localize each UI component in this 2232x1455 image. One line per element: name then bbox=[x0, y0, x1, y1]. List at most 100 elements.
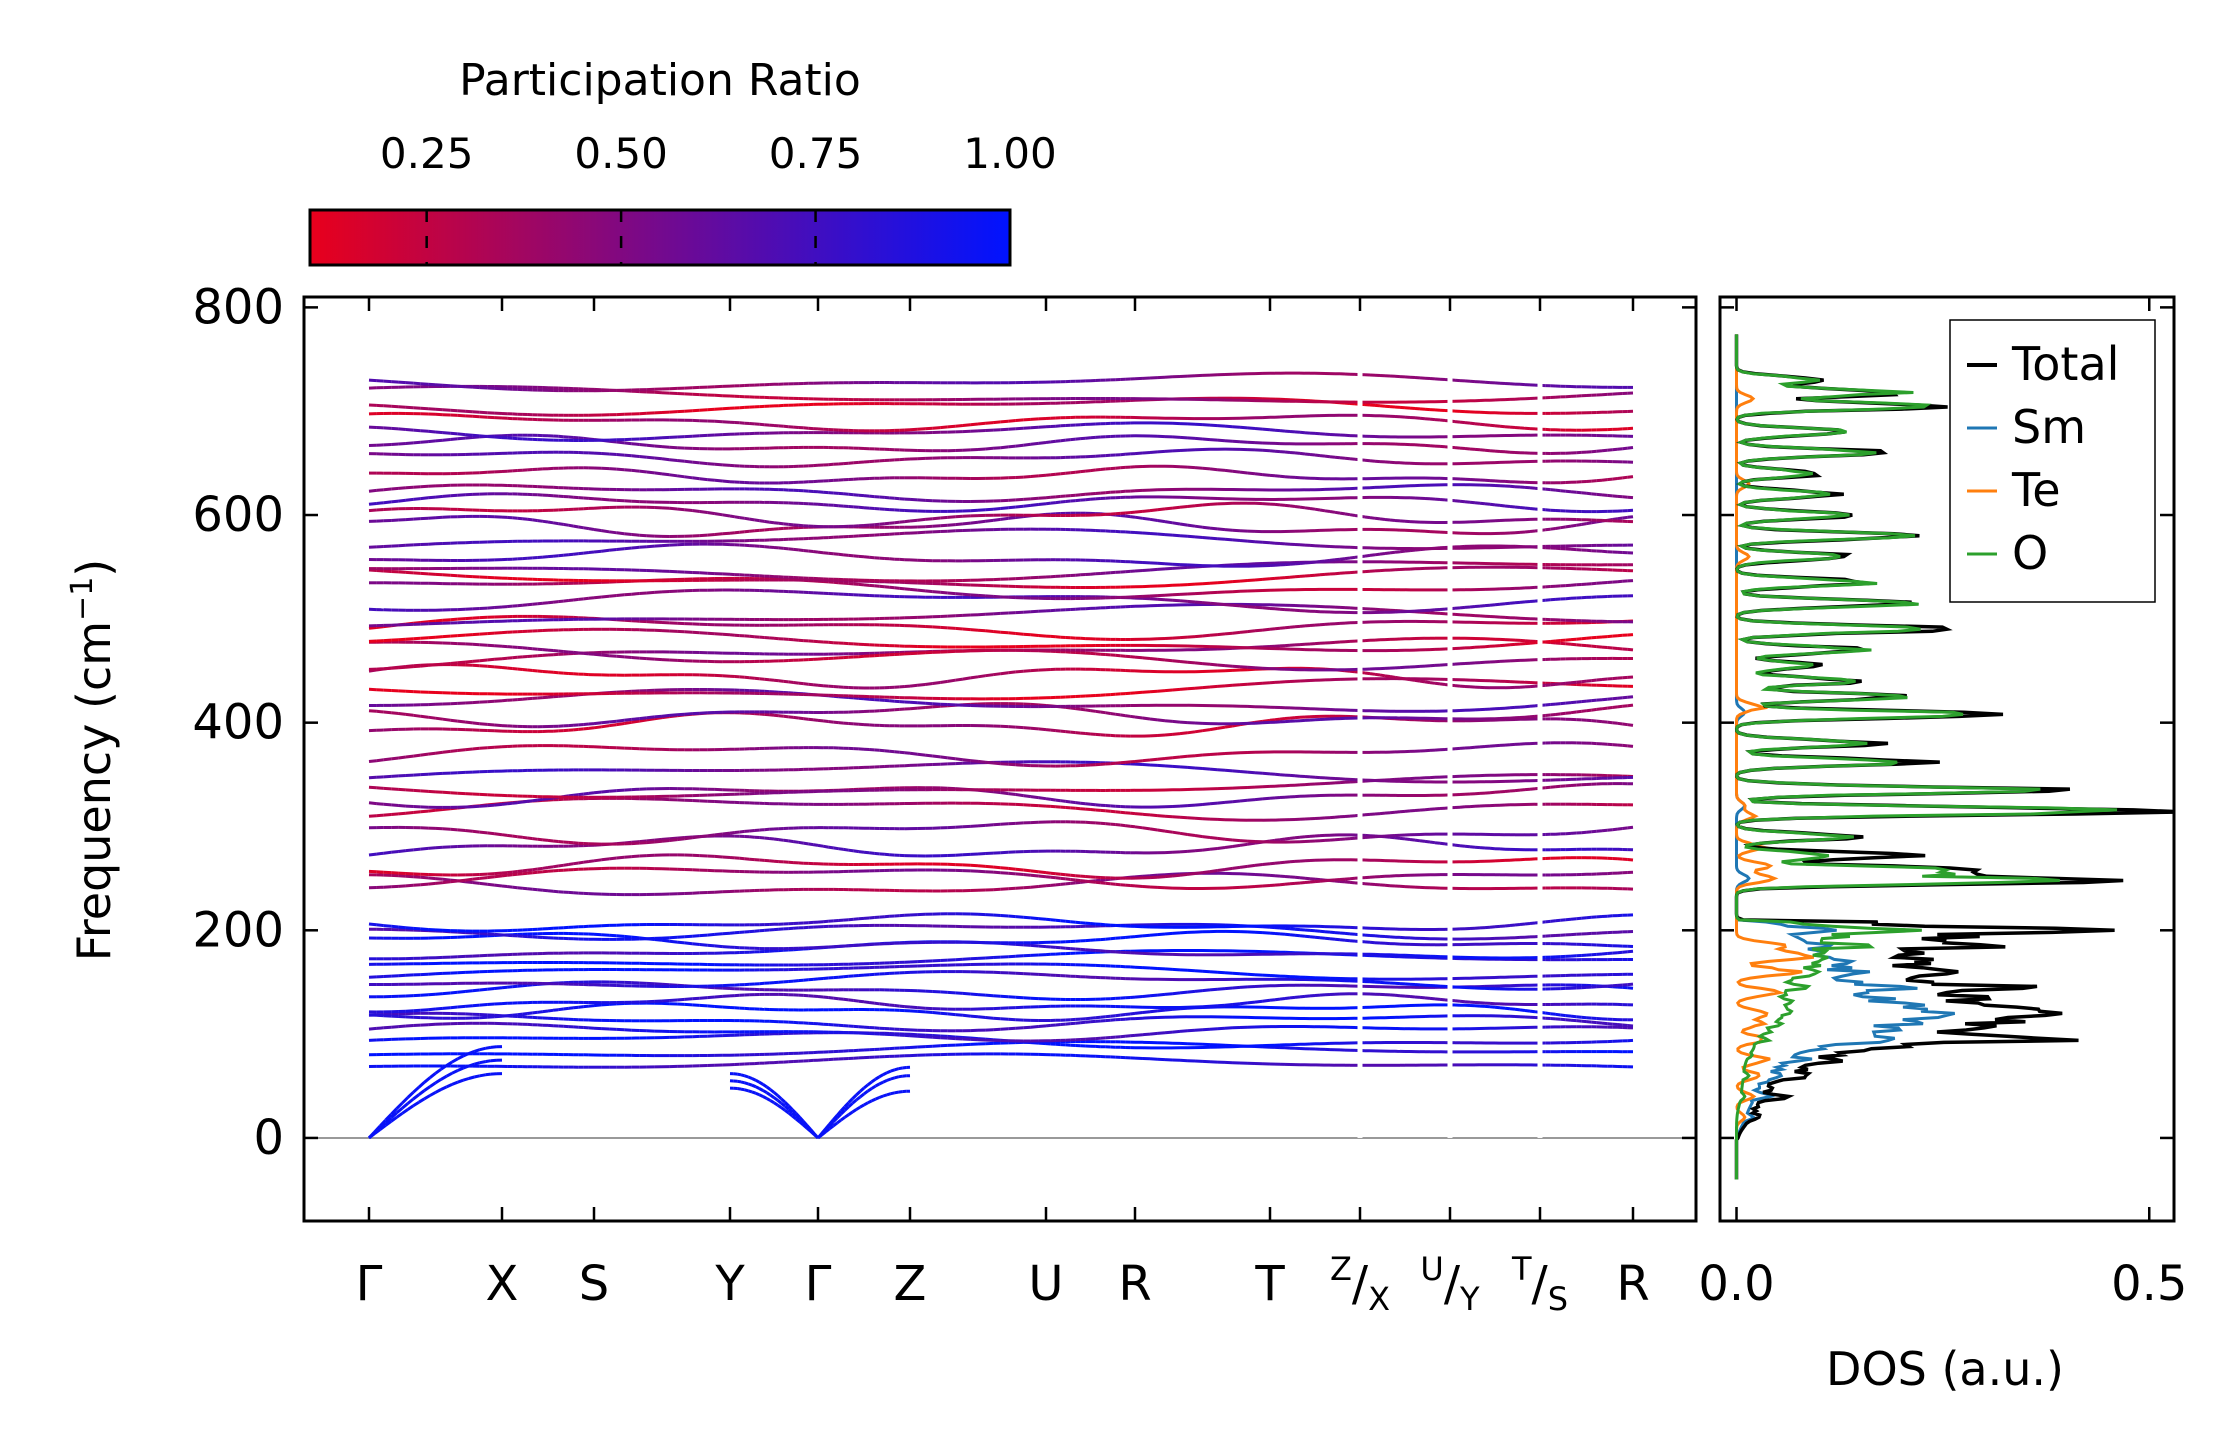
band-segment bbox=[1217, 868, 1226, 872]
band-segment bbox=[848, 848, 855, 853]
band-segment bbox=[692, 835, 700, 840]
band-segment bbox=[532, 887, 538, 892]
band-segment bbox=[1274, 861, 1281, 865]
band-segment bbox=[1269, 998, 1276, 1002]
band-segment bbox=[1142, 933, 1151, 938]
band-segment bbox=[1232, 838, 1241, 843]
band-segment bbox=[1164, 992, 1173, 996]
band-segment bbox=[1149, 933, 1158, 937]
band-segment bbox=[405, 811, 414, 815]
band-segment bbox=[1000, 822, 1009, 826]
band-segment bbox=[1095, 1015, 1101, 1020]
band-segment bbox=[1134, 812, 1143, 816]
band-segment bbox=[1499, 1006, 1506, 1010]
band-segment bbox=[1591, 829, 1597, 834]
band-segment bbox=[932, 1034, 941, 1038]
band-segment bbox=[1294, 835, 1301, 840]
band-segment bbox=[1187, 803, 1196, 808]
band-segment bbox=[749, 829, 755, 833]
band-segment bbox=[398, 849, 407, 853]
band-segment bbox=[699, 996, 708, 1000]
band-segment bbox=[1030, 869, 1039, 874]
band-segment bbox=[517, 800, 523, 805]
band-segment bbox=[827, 845, 834, 850]
band-segment bbox=[1045, 917, 1052, 922]
band-segment bbox=[1344, 938, 1351, 943]
band-segment bbox=[413, 810, 421, 814]
band-segment bbox=[1601, 1021, 1608, 1026]
band-segment bbox=[977, 864, 986, 868]
band-segment bbox=[494, 874, 503, 879]
band-segment bbox=[450, 990, 458, 995]
band-segment bbox=[1075, 920, 1081, 925]
band-segment bbox=[1586, 915, 1592, 920]
band-segment bbox=[1090, 922, 1096, 926]
band-segment bbox=[661, 982, 670, 987]
band-segment bbox=[1179, 815, 1188, 820]
band-segment bbox=[588, 1004, 595, 1008]
colorbar: Participation Ratio 0.25 0.50 0.75 1.00 bbox=[308, 55, 1057, 267]
band-segment bbox=[583, 791, 590, 796]
band-segment bbox=[578, 792, 584, 797]
band-segment bbox=[1015, 886, 1024, 890]
band-segment bbox=[537, 797, 544, 802]
band-segment bbox=[1129, 824, 1136, 829]
band-segment bbox=[1591, 1020, 1597, 1025]
band-segment bbox=[1209, 1004, 1218, 1008]
colorbar-gradient bbox=[308, 208, 1012, 267]
band-segment bbox=[992, 790, 1001, 795]
band-segment bbox=[843, 847, 849, 852]
band-segment bbox=[1262, 998, 1271, 1003]
band-segment bbox=[838, 847, 844, 851]
band-segment bbox=[812, 977, 819, 981]
band-segment bbox=[427, 789, 436, 794]
band-segment bbox=[398, 925, 407, 930]
band-segment bbox=[1202, 988, 1211, 993]
band-segment bbox=[894, 1004, 900, 1008]
band-segment bbox=[1504, 924, 1511, 928]
band-segment bbox=[1194, 834, 1203, 839]
band-segment bbox=[1157, 1031, 1166, 1035]
band-segment bbox=[1254, 863, 1263, 867]
band-segment bbox=[1120, 810, 1126, 815]
band-segment bbox=[1038, 884, 1047, 888]
band-segment bbox=[962, 1013, 971, 1018]
band-segment bbox=[435, 992, 444, 996]
colorbar-ticks: 0.25 0.50 0.75 1.00 bbox=[380, 129, 1057, 265]
band-segment bbox=[1545, 919, 1551, 924]
band-segment bbox=[527, 799, 533, 803]
band-segment bbox=[1254, 884, 1263, 888]
band-segment bbox=[692, 996, 700, 1001]
band-segment bbox=[391, 871, 399, 875]
band-segment bbox=[1038, 796, 1047, 801]
band-segment bbox=[1172, 815, 1181, 819]
band-segment bbox=[714, 1005, 723, 1009]
band-segment bbox=[970, 863, 979, 868]
band-segment bbox=[778, 838, 785, 842]
band-segment bbox=[1596, 829, 1603, 833]
band-segment bbox=[677, 935, 685, 939]
band-segment bbox=[722, 945, 731, 949]
band-segment bbox=[884, 1002, 890, 1007]
band-segment bbox=[1555, 1012, 1561, 1017]
band-segment bbox=[1232, 1002, 1241, 1006]
band-segment bbox=[1090, 880, 1096, 884]
band-segment bbox=[1299, 934, 1306, 938]
band-segment bbox=[1319, 936, 1326, 940]
band-segment bbox=[1324, 936, 1331, 941]
band-segment bbox=[1134, 825, 1143, 830]
band-segment bbox=[1000, 1027, 1009, 1031]
band-segment bbox=[1030, 916, 1039, 921]
band-segment bbox=[1023, 794, 1032, 799]
band-segment bbox=[1023, 873, 1032, 877]
band-segment bbox=[1110, 936, 1116, 941]
band-segment bbox=[1095, 803, 1101, 807]
band-segment bbox=[838, 975, 844, 979]
band-segment bbox=[1217, 970, 1226, 975]
band-segment bbox=[1224, 837, 1233, 842]
band-segment bbox=[472, 829, 480, 834]
band-segment bbox=[684, 1002, 693, 1007]
band-segment bbox=[1030, 1041, 1039, 1045]
band-segment bbox=[1545, 785, 1551, 790]
band-segment bbox=[1576, 1019, 1582, 1023]
